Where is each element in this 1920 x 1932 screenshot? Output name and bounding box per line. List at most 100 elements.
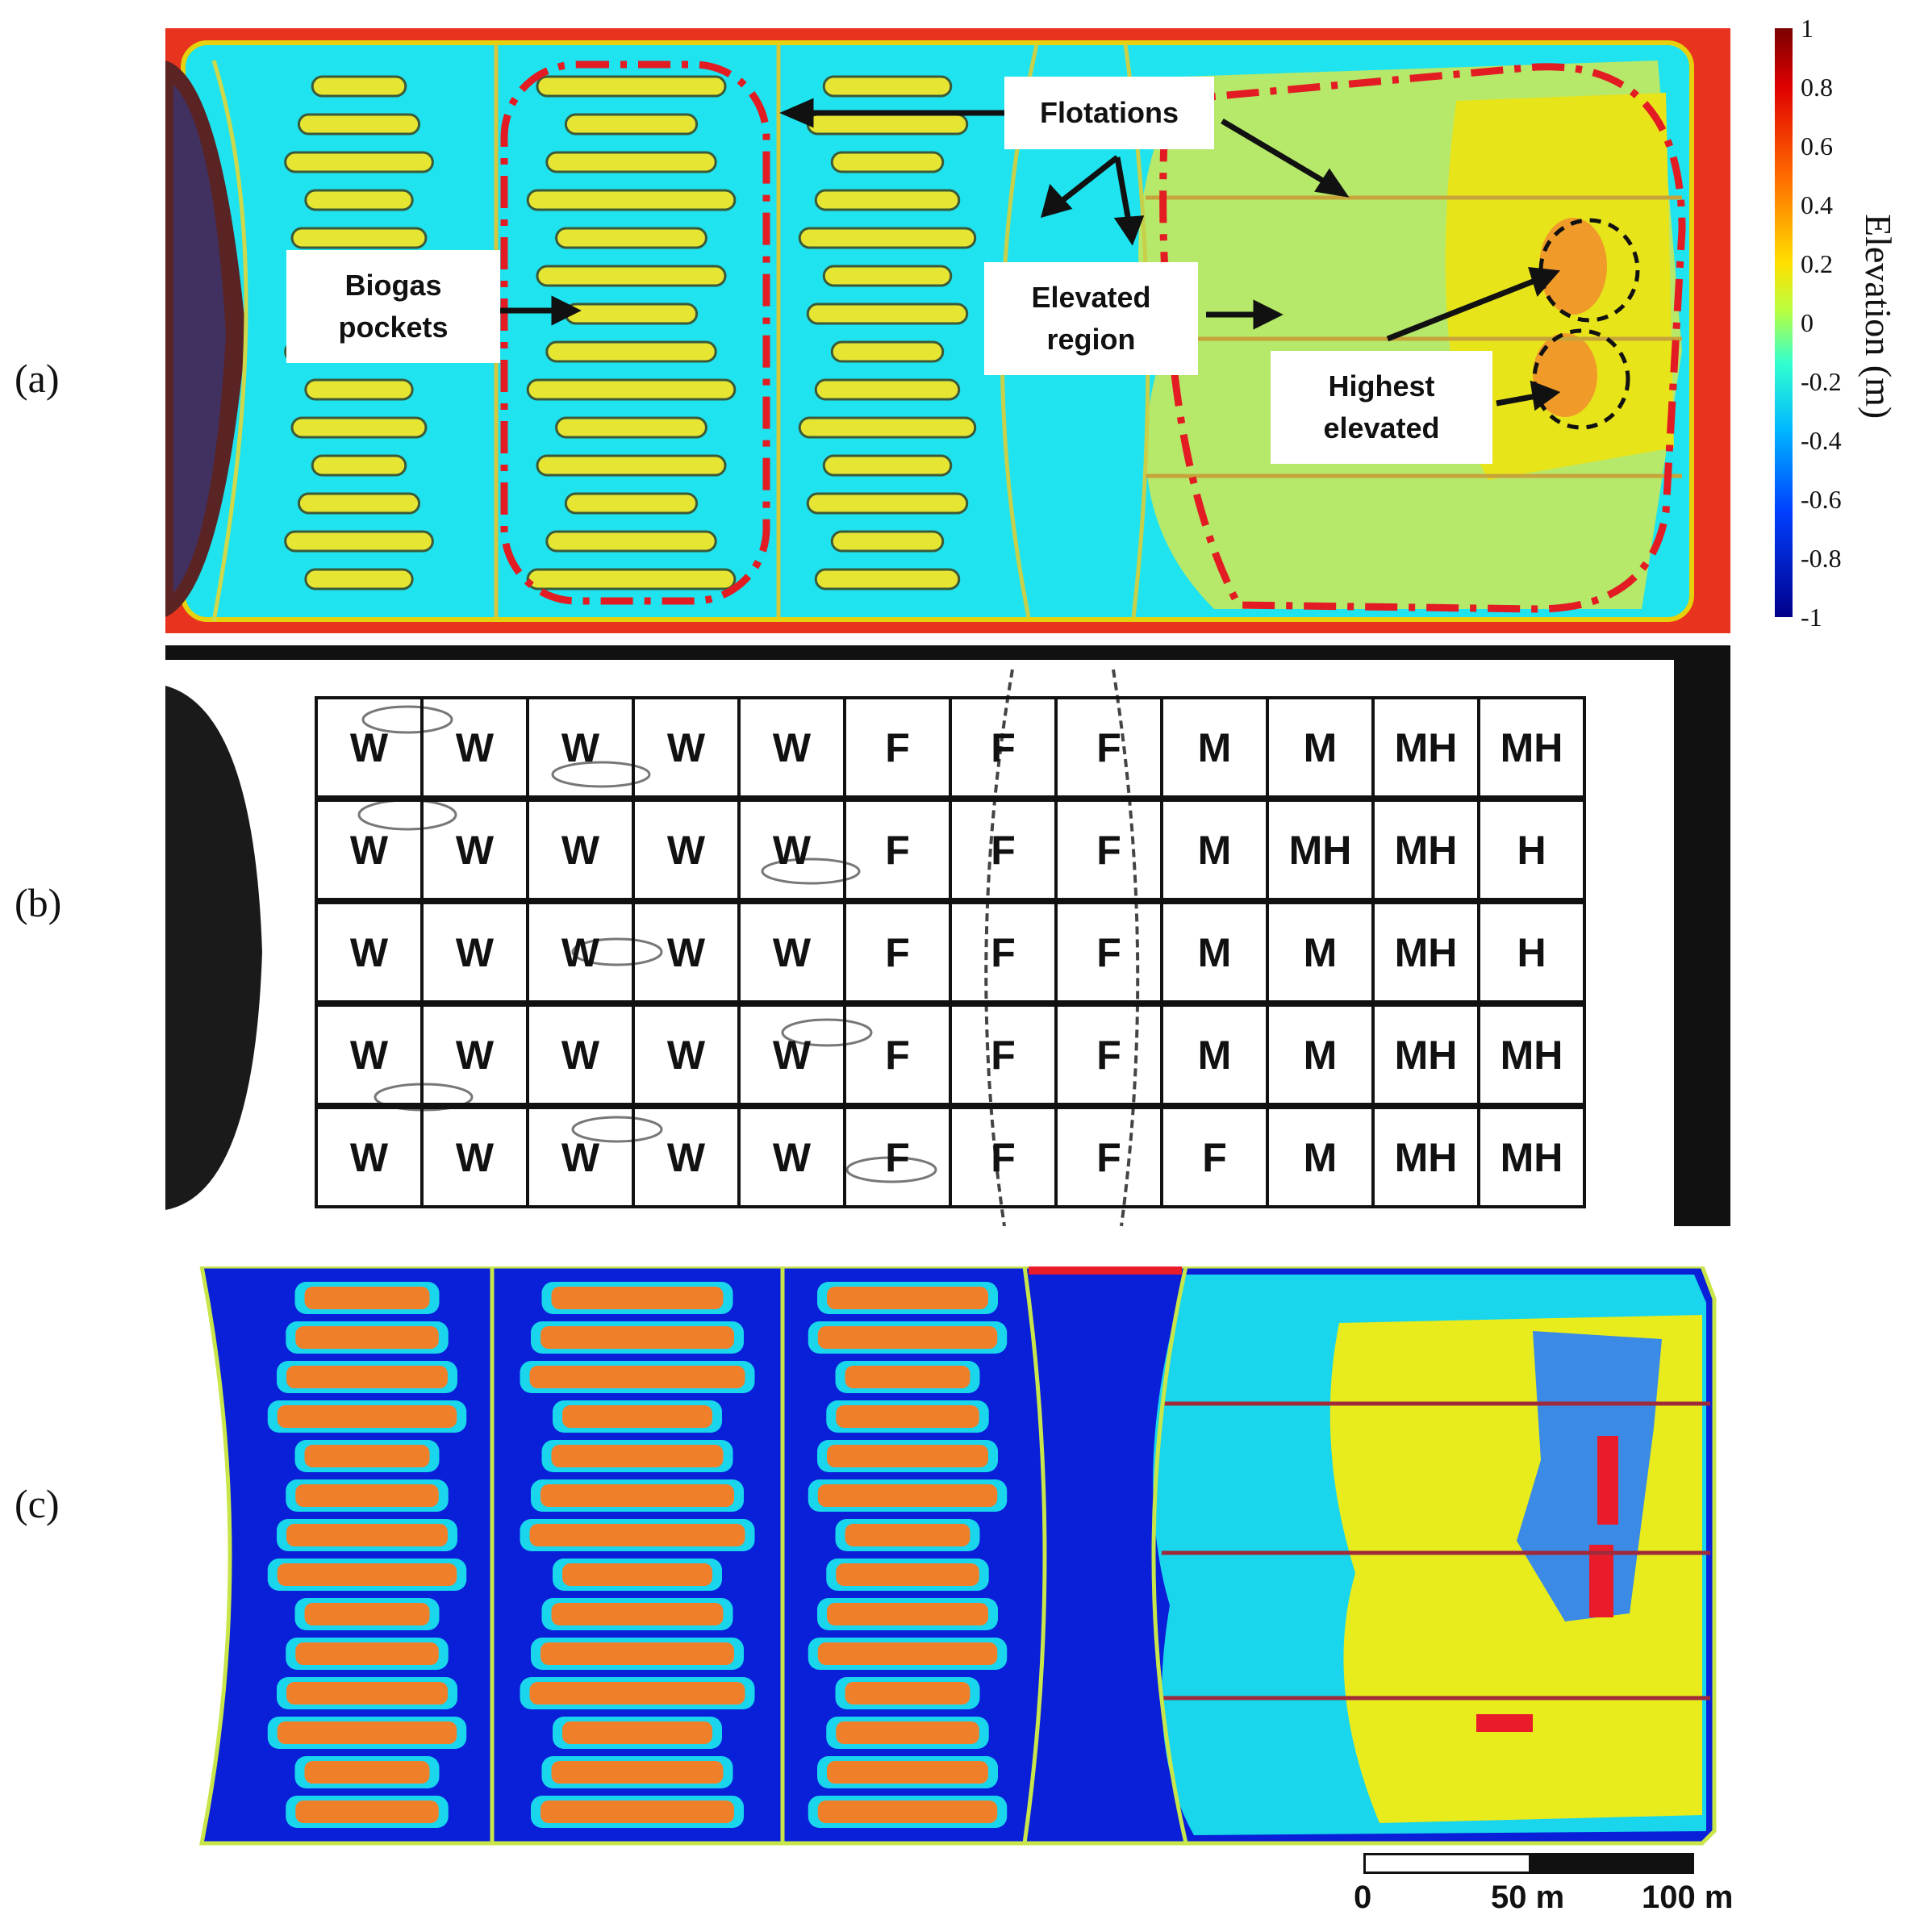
biogas-pockets-callout: Biogas pockets — [286, 250, 500, 363]
zone-cell: MH — [1371, 901, 1480, 1004]
biogas-pocket — [290, 227, 428, 249]
zone-cell: W — [420, 696, 529, 799]
zone-cell: MH — [1477, 1106, 1586, 1208]
scale-bar — [1363, 1853, 1694, 1874]
zone-cell: W — [632, 696, 741, 799]
biogas-pocket — [806, 303, 969, 325]
pocket-class — [817, 1642, 998, 1665]
elevation-map-panel: Flotations Biogas pockets Elevated regio… — [165, 28, 1730, 633]
zone-cell: F — [843, 1106, 952, 1208]
pocket-class — [541, 1642, 734, 1665]
panel-label-c: (c) — [15, 1481, 60, 1526]
pocket-class — [529, 1682, 745, 1705]
biogas-pocket — [830, 151, 945, 173]
pocket-class — [286, 1524, 448, 1546]
zone-grid-panel: W W W W W F F F M M MH MH W W W W W F F F M MH MH H W W W W W F F F M M MH… — [165, 645, 1730, 1226]
zone-cell: F — [949, 696, 1058, 799]
biogas-pocket — [555, 227, 707, 249]
zone-cell: F — [1054, 901, 1163, 1004]
biogas-pocket — [311, 75, 407, 98]
zone-grid-background — [165, 645, 1730, 1226]
zone-cell: F — [843, 901, 952, 1004]
pocket-class — [827, 1287, 988, 1309]
colorbar-tick: -0.4 — [1801, 426, 1842, 455]
pocket-class — [817, 1326, 998, 1349]
pocket-class — [277, 1721, 457, 1744]
zone-cell: F — [949, 799, 1058, 901]
pocket-class — [827, 1603, 988, 1625]
scale-bar-white-segment — [1366, 1855, 1529, 1871]
pocket-class — [295, 1484, 439, 1507]
biogas-pocket — [798, 416, 977, 439]
biogas-pocket — [297, 113, 421, 136]
pocket-class — [836, 1405, 979, 1428]
biogas-pocket — [798, 227, 977, 249]
zone-cell: M — [1160, 1004, 1269, 1106]
zone-cell: F — [1054, 1106, 1163, 1208]
colorbar-tick: -0.8 — [1801, 544, 1842, 573]
biogas-pocket — [545, 530, 717, 553]
pocket-class — [817, 1484, 998, 1507]
pocket-class — [304, 1761, 430, 1784]
zone-cell: F — [1054, 799, 1163, 901]
colorbar-title: Elevation (m) — [1858, 214, 1899, 419]
biogas-pocket — [555, 416, 707, 439]
zone-cell: F — [1054, 1004, 1163, 1106]
biogas-pocket — [564, 492, 699, 515]
biogas-pocket — [536, 454, 727, 477]
zone-cell: MH — [1477, 1004, 1586, 1106]
zone-cell: W — [420, 799, 529, 901]
zone-cell: W — [737, 696, 846, 799]
zone-cell: MH — [1477, 696, 1586, 799]
pocket-class — [551, 1603, 724, 1625]
zone-cell: H — [1477, 799, 1586, 901]
biogas-pocket — [526, 189, 737, 211]
zone-cell: MH — [1371, 1004, 1480, 1106]
biogas-pocket — [830, 530, 945, 553]
biogas-pocket — [526, 568, 737, 590]
zone-cell: W — [526, 1004, 635, 1106]
pocket-class — [541, 1801, 734, 1823]
biogas-pocket — [290, 416, 428, 439]
zone-cell: M — [1160, 901, 1269, 1004]
classification-map-panel — [194, 1266, 1718, 1847]
scale-label-0: 0 — [1354, 1880, 1372, 1915]
zone-cell: M — [1160, 696, 1269, 799]
biogas-pocket — [304, 189, 414, 211]
zone-cell: W — [315, 799, 424, 901]
pocket-class — [286, 1366, 448, 1388]
zone-cell: MH — [1371, 1106, 1480, 1208]
pocket-class — [551, 1761, 724, 1784]
biogas-pocket — [806, 492, 969, 515]
biogas-pocket — [814, 378, 961, 401]
pocket-class — [529, 1524, 745, 1546]
zone-cell: W — [632, 799, 741, 901]
colorbar — [1775, 28, 1793, 617]
zone-cell: W — [632, 1106, 741, 1208]
highest-elevated-callout: Highest elevated — [1271, 351, 1492, 464]
pocket-class — [551, 1287, 724, 1309]
biogas-pocket — [536, 265, 727, 287]
pocket-class — [541, 1484, 734, 1507]
zone-cell: F — [949, 1106, 1058, 1208]
zone-cell: F — [1160, 1106, 1269, 1208]
zone-cell: W — [420, 901, 529, 1004]
biogas-pocket — [526, 378, 737, 401]
pocket-class — [286, 1682, 448, 1705]
zone-cell: W — [526, 799, 635, 901]
zone-cell: F — [843, 696, 952, 799]
pocket-class — [827, 1445, 988, 1467]
zone-cell: W — [420, 1106, 529, 1208]
flotations-callout: Flotations — [1004, 77, 1214, 149]
panel-label-a: (a) — [15, 356, 60, 401]
biogas-pocket — [814, 189, 961, 211]
pocket-class — [836, 1563, 979, 1586]
colorbar-tick: 0.6 — [1801, 131, 1833, 161]
pocket-class — [295, 1801, 439, 1823]
biogas-pocket — [545, 340, 717, 363]
pocket-class — [529, 1366, 745, 1388]
pocket-class — [551, 1445, 724, 1467]
biogas-pocket — [311, 454, 407, 477]
biogas-pocket — [284, 530, 434, 553]
pocket-class — [845, 1682, 970, 1705]
